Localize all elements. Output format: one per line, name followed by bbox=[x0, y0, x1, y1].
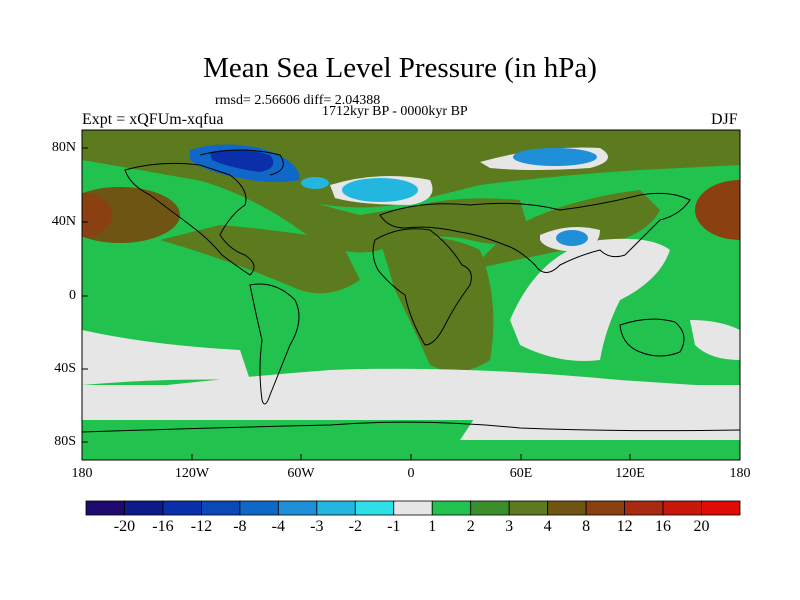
axis-ticks bbox=[81, 147, 741, 460]
map-title: Mean Sea Level Pressure (in hPa) bbox=[203, 52, 597, 84]
field-iceland-low-west bbox=[301, 177, 329, 189]
field-antarctic-white bbox=[460, 408, 740, 440]
colorbar-label: -12 bbox=[190, 518, 213, 535]
lon-label-180w: 180 bbox=[71, 466, 93, 481]
colorbar-label: -8 bbox=[233, 518, 247, 535]
colorbar-label: 16 bbox=[655, 518, 672, 535]
colorbar-label: -2 bbox=[348, 518, 362, 535]
colorbar-label: 12 bbox=[616, 518, 633, 535]
colorbar-swatch bbox=[239, 500, 279, 516]
coastlines bbox=[82, 149, 740, 433]
lon-label-60e: 60E bbox=[509, 466, 533, 481]
lon-label-0: 0 bbox=[407, 466, 415, 481]
coast-south-america bbox=[249, 283, 300, 405]
experiment-label: Expt = xQFUm-xqfua bbox=[82, 111, 224, 128]
colorbar-swatch bbox=[585, 500, 625, 516]
colorbar-label: 3 bbox=[505, 518, 514, 535]
field-pacific-high-west-core bbox=[82, 193, 112, 237]
field-north-atlantic bbox=[150, 170, 530, 253]
colorbar-label: -4 bbox=[271, 518, 285, 535]
coast-greenland bbox=[199, 149, 284, 176]
colorbar-swatch bbox=[547, 500, 587, 516]
lat-label-40n: 40N bbox=[51, 214, 76, 229]
colorbar-swatch bbox=[85, 500, 125, 516]
field-pacific-high-west bbox=[82, 187, 180, 243]
period-text: 1712kyr BP - 0000kyr BP bbox=[322, 104, 468, 119]
coast-north-america bbox=[124, 162, 255, 276]
colorbar-label: 2 bbox=[466, 518, 475, 535]
lat-label-80n: 80N bbox=[51, 140, 76, 155]
lat-label-40s: 40S bbox=[54, 361, 76, 376]
coast-eurasia bbox=[379, 192, 691, 273]
colorbar-label: -3 bbox=[310, 518, 324, 535]
lon-label-120e: 120E bbox=[615, 466, 645, 481]
colorbar-label: 4 bbox=[543, 518, 552, 535]
colorbar-swatch bbox=[662, 500, 702, 516]
colorbar bbox=[85, 500, 741, 516]
field-tibet-low-core bbox=[556, 230, 588, 246]
coast-antarctica bbox=[82, 421, 740, 433]
lon-label-180e: 180 bbox=[729, 466, 751, 481]
colorbar-swatch bbox=[277, 500, 318, 516]
colorbar-swatch bbox=[624, 500, 664, 516]
colorbar-swatch bbox=[508, 500, 549, 516]
lat-label-0: 0 bbox=[69, 288, 76, 303]
coast-africa bbox=[372, 228, 472, 346]
coast-australia bbox=[619, 318, 685, 357]
colorbar-label: -20 bbox=[113, 518, 136, 535]
map-field bbox=[82, 130, 740, 460]
colorbar-label: 1 bbox=[428, 518, 437, 535]
colorbar-swatch bbox=[124, 500, 164, 516]
field-circumpolar bbox=[82, 368, 740, 410]
colorbar-swatch bbox=[162, 500, 202, 516]
field-iceland-low-core bbox=[342, 178, 418, 202]
colorbar-swatch bbox=[701, 500, 741, 516]
field-south-pacific bbox=[82, 330, 250, 385]
colorbar-label: 20 bbox=[693, 518, 710, 535]
stats-text: rmsd= 2.56606 diff= 2.04388 bbox=[215, 93, 381, 108]
colorbar-label: -1 bbox=[387, 518, 401, 535]
lat-label-80s: 80S bbox=[54, 434, 76, 449]
colorbar-label: 8 bbox=[582, 518, 591, 535]
field-tasman bbox=[690, 320, 740, 360]
lon-label-120w: 120W bbox=[174, 466, 210, 481]
field-africa bbox=[380, 236, 494, 372]
colorbar-swatch bbox=[431, 500, 472, 516]
colorbar-swatch bbox=[201, 500, 241, 516]
field-pacific-high-east bbox=[695, 180, 740, 240]
colorbar-swatch bbox=[354, 500, 395, 516]
colorbar-swatch bbox=[393, 500, 433, 516]
colorbar-swatch bbox=[470, 500, 510, 516]
field-siberian-low-core bbox=[513, 148, 597, 166]
lon-label-60w: 60W bbox=[287, 466, 315, 481]
field-indian-ocean bbox=[510, 238, 670, 361]
colorbar-label: -16 bbox=[152, 518, 174, 535]
colorbar-swatch bbox=[316, 500, 356, 516]
season-label: DJF bbox=[711, 111, 738, 128]
field-greenland-low-core bbox=[210, 149, 274, 172]
